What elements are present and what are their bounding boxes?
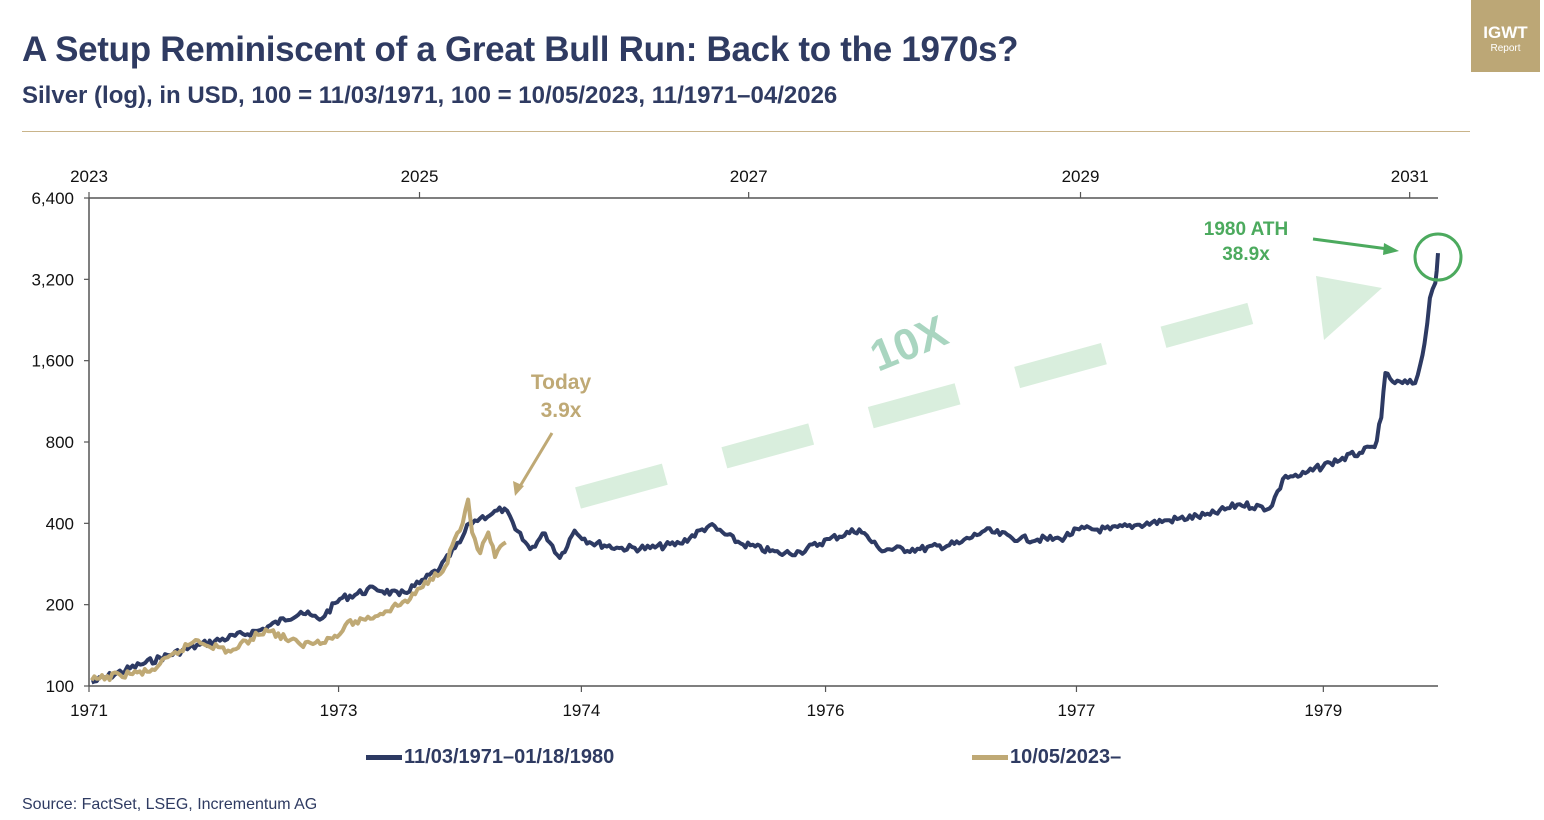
y-tick-label: 6,400 xyxy=(31,189,74,208)
logo-text-main: IGWT xyxy=(1483,23,1528,42)
ath-arrow-head xyxy=(1383,243,1399,255)
arrow-dash xyxy=(1014,343,1107,389)
y-tick-label: 100 xyxy=(46,677,74,696)
y-tick-label: 800 xyxy=(46,433,74,452)
chart-title: A Setup Reminiscent of a Great Bull Run:… xyxy=(22,30,1019,69)
x-tick-label-bottom: 1973 xyxy=(320,701,358,720)
series-line-2023 xyxy=(90,497,507,682)
arrow-dash xyxy=(1160,302,1254,348)
arrow-dash xyxy=(867,383,961,429)
today-arrow-line xyxy=(517,432,554,489)
header-divider xyxy=(22,131,1470,132)
x-tick-label-top: 2031 xyxy=(1391,167,1429,186)
ten-x-label: 10X xyxy=(863,307,954,382)
legend-item-2023: 10/05/2023– xyxy=(972,746,1121,769)
x-tick-label-top: 2025 xyxy=(401,167,439,186)
legend-label-1971: 11/03/1971–01/18/1980 xyxy=(404,746,615,768)
x-tick-label-bottom: 1971 xyxy=(70,701,108,720)
arrow-dash xyxy=(721,423,815,469)
y-tick-label: 1,600 xyxy=(31,352,74,371)
x-tick-label-top: 2023 xyxy=(70,167,108,186)
x-tick-label-top: 2029 xyxy=(1062,167,1100,186)
ath-annotation-label: 1980 ATH xyxy=(1204,219,1288,240)
legend-swatch-gold xyxy=(972,755,1008,760)
today-annotation-value: 3.9x xyxy=(541,399,582,422)
x-tick-label-top: 2027 xyxy=(730,167,768,186)
y-tick-label: 3,200 xyxy=(31,270,74,289)
igwt-report-logo: IGWT Report xyxy=(1471,0,1540,72)
ten-x-dashed-arrow xyxy=(575,276,1382,509)
series-line-1971 xyxy=(90,252,1440,685)
arrow-head xyxy=(1316,276,1382,340)
x-tick-label-bottom: 1976 xyxy=(807,701,845,720)
ath-arrow-line xyxy=(1312,237,1389,251)
series-layer xyxy=(90,252,1440,685)
arrow-dash xyxy=(575,463,668,509)
ath-highlight-circle xyxy=(1413,232,1463,282)
ath-annotation-value: 38.9x xyxy=(1222,244,1270,265)
x-tick-label-bottom: 1977 xyxy=(1058,701,1096,720)
today-annotation-label: Today xyxy=(531,371,592,394)
legend-swatch-blue xyxy=(366,755,402,760)
legend-label-2023: 10/05/2023– xyxy=(1010,746,1122,768)
today-arrow-head xyxy=(513,481,524,496)
x-tick-label-bottom: 1979 xyxy=(1304,701,1342,720)
annotations: Today 3.9x 1980 ATH 38.9x xyxy=(513,219,1463,496)
y-tick-label: 200 xyxy=(46,596,74,615)
logo-text-sub: Report xyxy=(1490,43,1521,54)
x-tick-label-bottom: 1974 xyxy=(562,701,600,720)
axes: 100 200 400 800 1,600 3,200 6,400 1971 1973 1974 1… xyxy=(31,167,1438,720)
y-tick-label: 400 xyxy=(46,514,74,533)
chart-subtitle: Silver (log), in USD, 100 = 11/03/1971, … xyxy=(22,82,838,109)
legend-item-1971: 11/03/1971–01/18/1980 xyxy=(366,746,614,769)
source-note: Source: FactSet, LSEG, Incrementum AG xyxy=(22,796,318,813)
